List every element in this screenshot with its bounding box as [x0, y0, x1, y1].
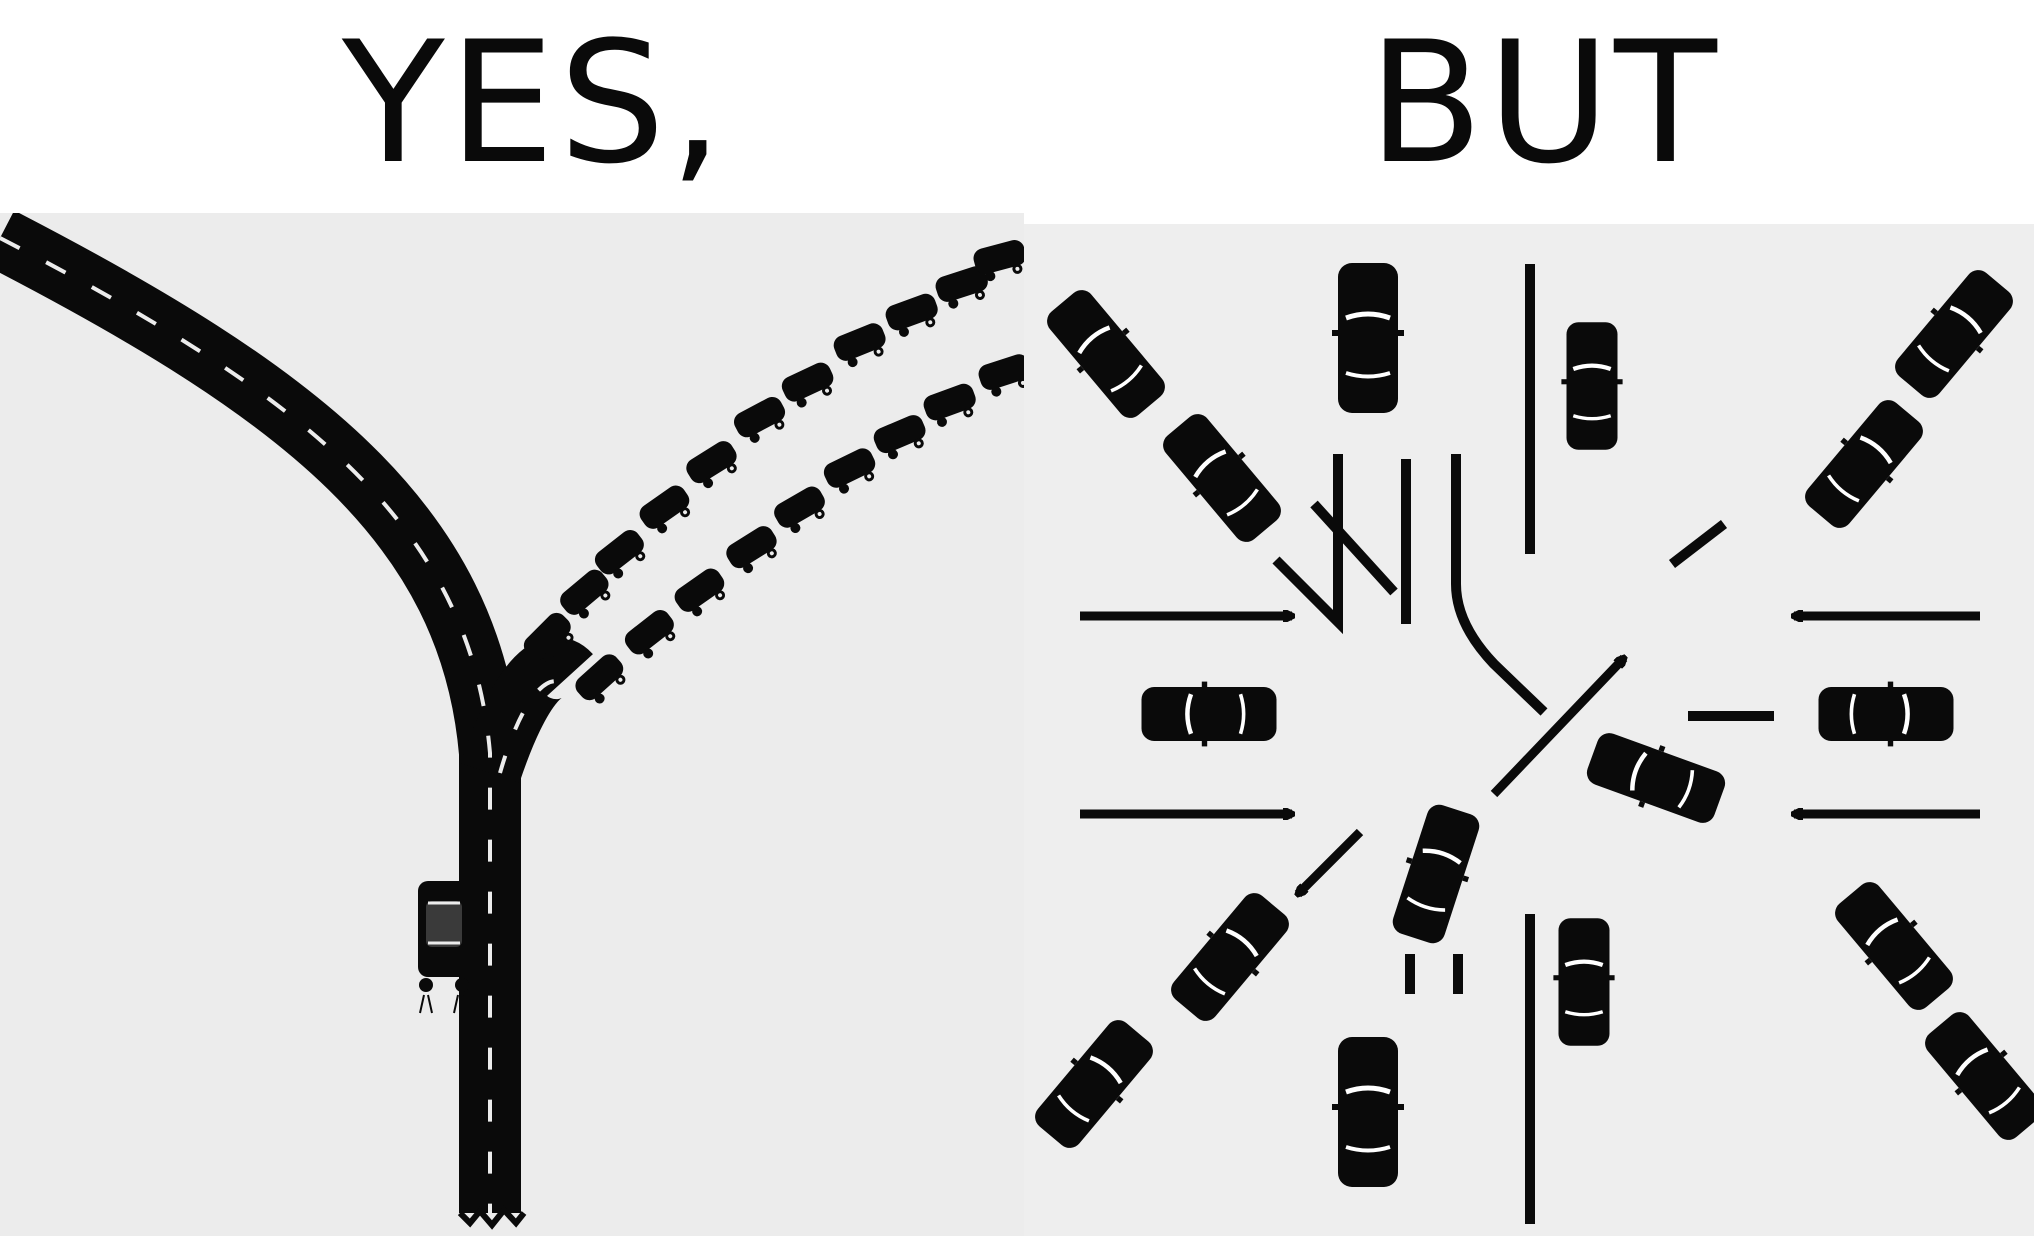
- yes-heading: YES,: [342, 5, 727, 201]
- yes-panel: [0, 213, 1024, 1236]
- but-heading: BUT: [1368, 5, 1721, 201]
- arrow-icon: [1080, 616, 1980, 894]
- intersection-illustration: [1024, 224, 2034, 1224]
- traffic-jam-icon: [519, 237, 1024, 711]
- y-road-icon: [0, 213, 593, 1230]
- intersection-icon: [1272, 264, 1774, 1224]
- car-icon: [418, 881, 470, 1014]
- but-panel: [1024, 224, 2034, 1236]
- y-road-illustration: [0, 213, 1024, 1230]
